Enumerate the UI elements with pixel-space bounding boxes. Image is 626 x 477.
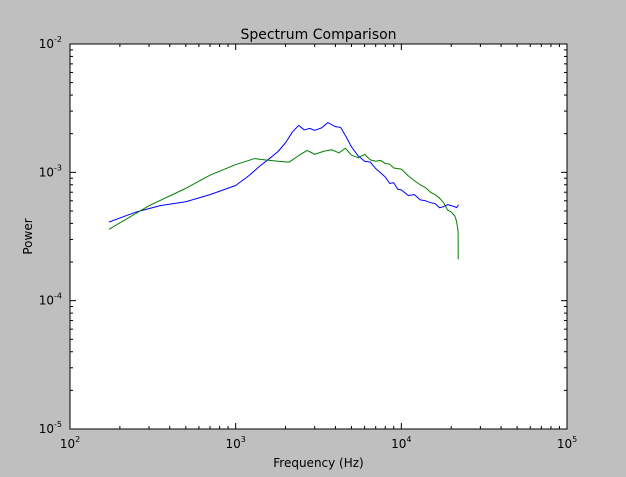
x-tick-label: 103 [225,435,245,451]
x-tick-label: 102 [60,435,80,451]
x-axis-label: Frequency (Hz) [273,456,364,470]
series-group [108,122,459,260]
y-tick-label: 10-3 [39,163,62,179]
series-line-1 [108,122,459,223]
y-axis-label: Power [21,218,35,254]
x-tick-label: 105 [557,435,577,451]
series-line-2 [108,147,459,260]
y-tick-label: 10-4 [39,292,62,308]
plot-area [69,43,568,430]
y-tick-label: 10-2 [39,35,62,51]
chart-title: Spectrum Comparison [240,27,396,43]
axis-tick-labels: 102 103 104 105 10-5 10-4 10-3 10-2 [39,35,577,451]
y-tick-label: 10-5 [39,420,62,436]
x-tick-label: 104 [391,435,411,451]
axis-ticks [69,43,568,430]
